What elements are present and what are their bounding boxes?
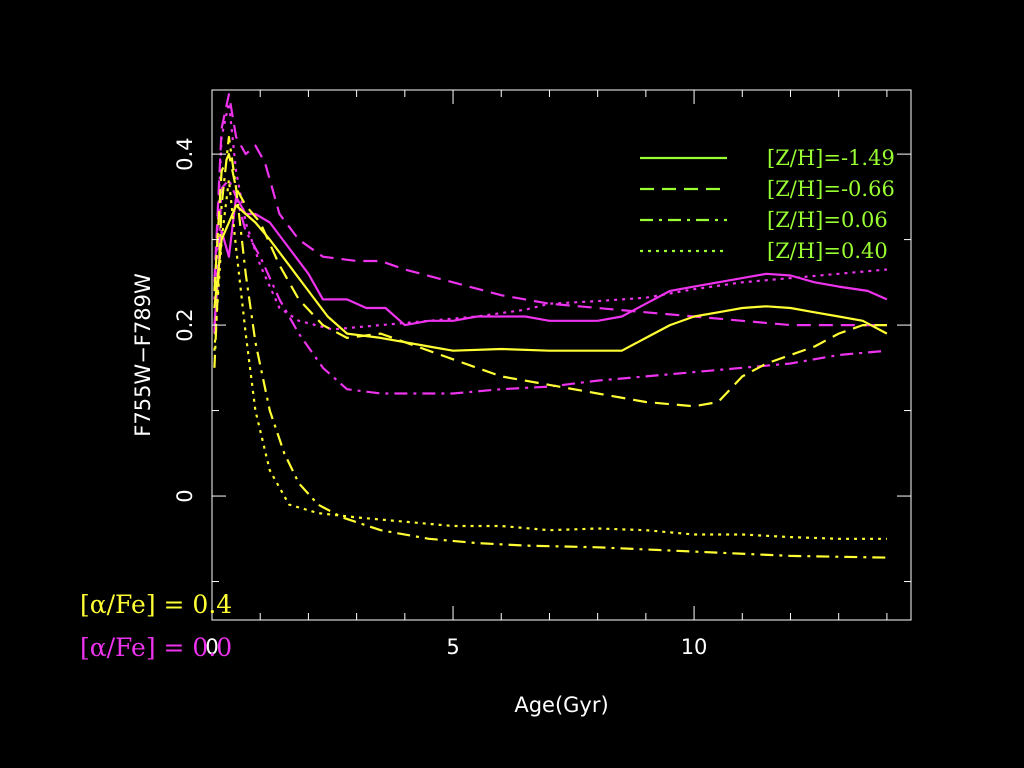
x-axis-label: Age(Gyr) — [514, 693, 608, 717]
series-line-afe0-zh0p4 — [213, 101, 887, 331]
series-line-afe0-zhm0p66 — [213, 93, 887, 327]
legend-label: [Z/H]=-1.49 — [767, 146, 895, 170]
alpha-fe-label-00: [α/Fe] = 0.0 — [80, 633, 232, 662]
legend-label: [Z/H]=0.40 — [767, 239, 888, 263]
y-axis-label: F755W−F789W — [131, 273, 155, 437]
series-line-afe04-zh0p06 — [213, 135, 887, 559]
axis-layer: 0 5 10 0 0.2 0.4 — [173, 90, 911, 659]
series-layer — [213, 93, 888, 559]
x-tick-label: 0 — [205, 635, 218, 659]
alpha-fe-label-04: [α/Fe] = 0.4 — [80, 590, 232, 619]
series-line-afe04-zh0p4 — [213, 178, 887, 540]
x-tick-label: 5 — [446, 635, 459, 659]
x-tick-label: 10 — [681, 635, 708, 659]
plot-frame — [211, 89, 912, 621]
y-tick-label: 0.4 — [173, 137, 197, 170]
y-tick-label: 0.2 — [173, 308, 197, 341]
legend: [Z/H]=-1.49 [Z/H]=-0.66 [Z/H]=0.06 [Z/H]=0.… — [640, 146, 895, 263]
legend-label: [Z/H]=0.06 — [767, 208, 888, 232]
series-line-afe04-zhm1p49 — [213, 204, 888, 352]
y-tick-label: 0 — [173, 489, 197, 502]
legend-label: [Z/H]=-0.66 — [767, 177, 895, 201]
